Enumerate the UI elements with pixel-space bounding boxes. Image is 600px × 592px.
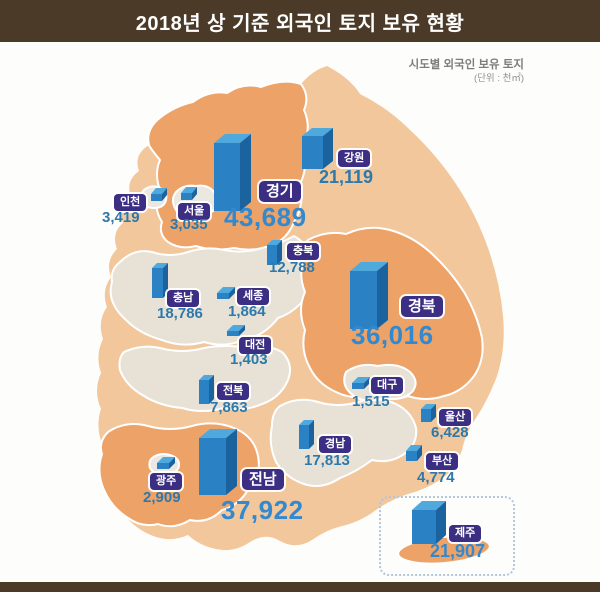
busan-bar <box>406 445 422 461</box>
incheon-label: 인천 <box>114 194 147 211</box>
sejong-bar <box>217 287 235 299</box>
gyeongbuk-bar <box>350 262 388 329</box>
ulsan-value: 6,428 <box>431 424 469 441</box>
chungbuk-value: 12,788 <box>269 259 315 276</box>
jeonbuk-value: 7,863 <box>210 399 248 416</box>
gyeongbuk-value: 36,016 <box>351 320 434 350</box>
jeonbuk-bar <box>199 375 214 404</box>
jeonnam-value: 37,922 <box>221 495 304 525</box>
gyeonggi-label: 경기 <box>259 181 301 202</box>
daejeon-label: 대전 <box>239 337 272 354</box>
gangwon-bar <box>302 128 333 169</box>
daegu-value: 1,515 <box>352 393 390 410</box>
incheon-bar <box>151 188 167 201</box>
chungbuk-label: 충북 <box>287 243 320 260</box>
busan-label: 부산 <box>426 453 459 470</box>
gyeongnam-label: 경남 <box>319 436 352 453</box>
jeju-label: 제주 <box>449 525 482 542</box>
daegu-label: 대구 <box>371 377 404 394</box>
daegu-bar <box>352 377 370 389</box>
page-title: 2018년 상 기준 외국인 토지 보유 현황 <box>135 12 465 35</box>
jeonnam-label: 전남 <box>242 469 284 490</box>
jeonnam-bar <box>199 429 237 495</box>
incheon-value: 3,419 <box>102 209 140 226</box>
gwangju-value: 2,909 <box>143 489 181 506</box>
map-region-gyeongbuk <box>300 226 484 400</box>
gangwon-label: 강원 <box>338 150 371 167</box>
seoul-label: 서울 <box>178 203 211 220</box>
chungnam-label: 충남 <box>167 290 200 307</box>
gyeongnam-bar <box>299 420 314 449</box>
gwangju-bar <box>157 457 175 469</box>
daejeon-value: 1,403 <box>230 351 268 368</box>
jeju-inset-box <box>379 496 515 576</box>
jeju-bar <box>412 501 446 544</box>
ulsan-label: 울산 <box>439 409 472 426</box>
gwangju-label: 광주 <box>150 473 183 490</box>
busan-value: 4,774 <box>417 469 455 486</box>
seoul-bar <box>181 187 197 200</box>
chungnam-value: 18,786 <box>157 305 203 322</box>
gyeongbuk-label: 경북 <box>401 296 443 317</box>
subtitle-text: 시도별 외국인 보유 토지 <box>408 59 524 71</box>
ulsan-bar <box>421 404 436 422</box>
sejong-label: 세종 <box>237 288 270 305</box>
bottom-bar <box>0 582 600 592</box>
daejeon-bar <box>227 325 245 336</box>
jeju-value: 21,907 <box>430 541 486 561</box>
gyeonggi-bar <box>214 134 251 211</box>
gangwon-value: 21,119 <box>319 167 374 187</box>
gyeongnam-value: 17,813 <box>304 452 350 469</box>
chungbuk-bar <box>267 240 282 265</box>
jeonbuk-label: 전북 <box>217 383 250 400</box>
title-bar: 2018년 상 기준 외국인 토지 보유 현황 <box>0 0 600 42</box>
gyeonggi-value: 43,689 <box>224 202 307 232</box>
sejong-value: 1,864 <box>228 303 266 320</box>
unit-note: (단위 : 천㎡) <box>474 72 524 84</box>
chungnam-bar <box>152 263 168 298</box>
map-subtitle: 시도별 외국인 보유 토지 (단위 : 천㎡) <box>409 58 524 85</box>
seoul-value: 3,035 <box>170 216 208 233</box>
